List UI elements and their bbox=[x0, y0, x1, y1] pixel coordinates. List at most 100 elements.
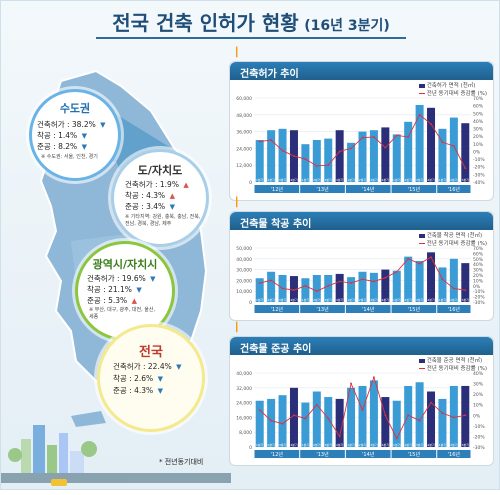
line-point bbox=[338, 435, 341, 438]
year-band bbox=[254, 450, 300, 458]
korea-map-panel: 수도권 건축허가 : 38.2% ▼ 착공 : 1.4% ▼ 준공 : 8.2%… bbox=[1, 41, 231, 491]
x-tick-label: 1분기 bbox=[302, 442, 310, 447]
province-value-3: 3.4% bbox=[146, 202, 166, 211]
x-tick-label: 3분기 bbox=[370, 177, 378, 182]
bar bbox=[358, 271, 367, 302]
x-tick-label: 2분기 bbox=[267, 177, 275, 182]
x-tick-label: 2분기 bbox=[313, 297, 321, 302]
y2-tick-label: -20% bbox=[473, 295, 485, 301]
bar bbox=[324, 138, 333, 182]
y2-tick-label: 0% bbox=[473, 149, 481, 155]
chart-start-svg: 0 10,000 20,000 30,000 40,000 50,000 -30%-20%-… bbox=[236, 246, 485, 313]
line-point bbox=[304, 417, 307, 420]
capital-row-1: 건축허가 : 38.2% ▼ bbox=[37, 120, 106, 129]
x-tick-label: 3분기 bbox=[462, 442, 470, 447]
x-tick-label: 4분기 bbox=[382, 177, 390, 182]
y2-tick-label: -10% bbox=[473, 424, 485, 430]
province-name: 도/자치도 bbox=[137, 164, 183, 177]
y-tick-label: 48,000 bbox=[236, 113, 252, 119]
metro-row-3: 준공 : 5.3% ▲ bbox=[87, 296, 137, 305]
y-tick-label: 16,000 bbox=[236, 415, 252, 421]
bar bbox=[267, 398, 276, 447]
bar bbox=[461, 123, 470, 182]
line-point bbox=[350, 147, 352, 150]
y2-tick-label: -40% bbox=[473, 180, 485, 186]
jeju-island bbox=[71, 411, 106, 427]
bar bbox=[301, 144, 310, 182]
capital-name: 수도권 bbox=[59, 102, 91, 115]
y-tick-label: 30,000 bbox=[236, 268, 252, 274]
bar bbox=[392, 270, 401, 302]
line-point bbox=[373, 280, 375, 283]
bar bbox=[438, 128, 447, 182]
down-arrow-icon: ▼ bbox=[81, 143, 87, 151]
y-tick-label: 24,000 bbox=[236, 401, 252, 407]
line-point bbox=[258, 140, 261, 143]
line-point bbox=[315, 290, 318, 293]
pin-icon: ┃ bbox=[234, 48, 240, 58]
x-tick-label: 4분기 bbox=[290, 297, 298, 302]
x-tick-label: 4분기 bbox=[427, 442, 435, 447]
bar bbox=[449, 385, 458, 447]
y-tick-label: 10,000 bbox=[236, 289, 252, 295]
line-point bbox=[384, 146, 387, 149]
page-title: 전국 건축 인허가 현황 (16년 3분기) bbox=[1, 7, 500, 36]
chart-title: 건축허가 추이 bbox=[240, 69, 299, 80]
year-band bbox=[437, 185, 471, 193]
line-point bbox=[304, 284, 307, 287]
province-value-2: 4.3% bbox=[146, 191, 166, 200]
metro-value-1: 19.6% bbox=[121, 274, 146, 283]
x-tick-label: 2분기 bbox=[450, 177, 458, 182]
bar bbox=[427, 391, 436, 447]
bar bbox=[381, 397, 390, 447]
line-point bbox=[464, 414, 467, 417]
chart-card-complete: ┃ 건축물 준공 추이 건축물 준공 면적 (천㎡) 전년 동기대비 증감률 (… bbox=[229, 323, 494, 466]
line-point bbox=[452, 145, 455, 148]
line-point bbox=[293, 289, 295, 292]
y2-tick-label: -10% bbox=[473, 289, 485, 295]
x-tick-label: 2분기 bbox=[404, 297, 412, 302]
x-tick-label: 3분기 bbox=[279, 442, 287, 447]
bar bbox=[255, 278, 264, 302]
line-point bbox=[441, 278, 444, 281]
line-point bbox=[327, 164, 330, 167]
line-point bbox=[395, 270, 398, 273]
y2-tick-label: -30% bbox=[473, 300, 485, 306]
x-tick-label: 3분기 bbox=[279, 297, 287, 302]
year-band bbox=[391, 450, 437, 458]
chart-header: 건축허가 추이 bbox=[230, 62, 493, 80]
line-point bbox=[418, 419, 421, 422]
chart-legend: 건축허가 면적 (천㎡) 전년 동기대비 증감률 (%) bbox=[418, 82, 487, 98]
year-label: '13년 bbox=[316, 451, 329, 458]
line-point bbox=[452, 416, 455, 419]
line-point bbox=[430, 123, 432, 125]
bar bbox=[392, 134, 401, 182]
year-band bbox=[345, 305, 391, 313]
line-point bbox=[418, 262, 421, 265]
legend-item-line: 전년 동기대비 증감률 (%) bbox=[418, 90, 487, 98]
x-tick-label: 3분기 bbox=[416, 177, 424, 182]
bar bbox=[312, 140, 321, 182]
legend-item-bar: 건축허가 면적 (천㎡) bbox=[418, 82, 487, 90]
bar bbox=[461, 263, 470, 302]
legend-item-line: 전년 동기대비 증감률 (%) bbox=[418, 365, 487, 373]
down-arrow-icon: ▼ bbox=[136, 286, 142, 294]
year-label: '13년 bbox=[316, 186, 329, 193]
line-point bbox=[361, 136, 364, 139]
x-tick-label: 3분기 bbox=[279, 177, 287, 182]
y2-tick-label: 40% bbox=[473, 119, 484, 125]
bar bbox=[404, 256, 413, 302]
y2-tick-label: 30% bbox=[473, 382, 484, 388]
footnote: * 전년동기대비 bbox=[159, 458, 204, 466]
bar bbox=[461, 385, 470, 447]
y2-tick-label: 30% bbox=[473, 268, 484, 274]
y2-tick-label: 40% bbox=[473, 371, 484, 377]
bar bbox=[438, 267, 447, 302]
national-label-3: 준공 bbox=[113, 386, 127, 395]
line-point bbox=[361, 409, 364, 411]
year-band bbox=[391, 185, 437, 193]
national-row-3: 준공 : 4.3% ▼ bbox=[113, 386, 163, 395]
year-label: '14년 bbox=[362, 186, 375, 193]
bar bbox=[278, 128, 287, 182]
